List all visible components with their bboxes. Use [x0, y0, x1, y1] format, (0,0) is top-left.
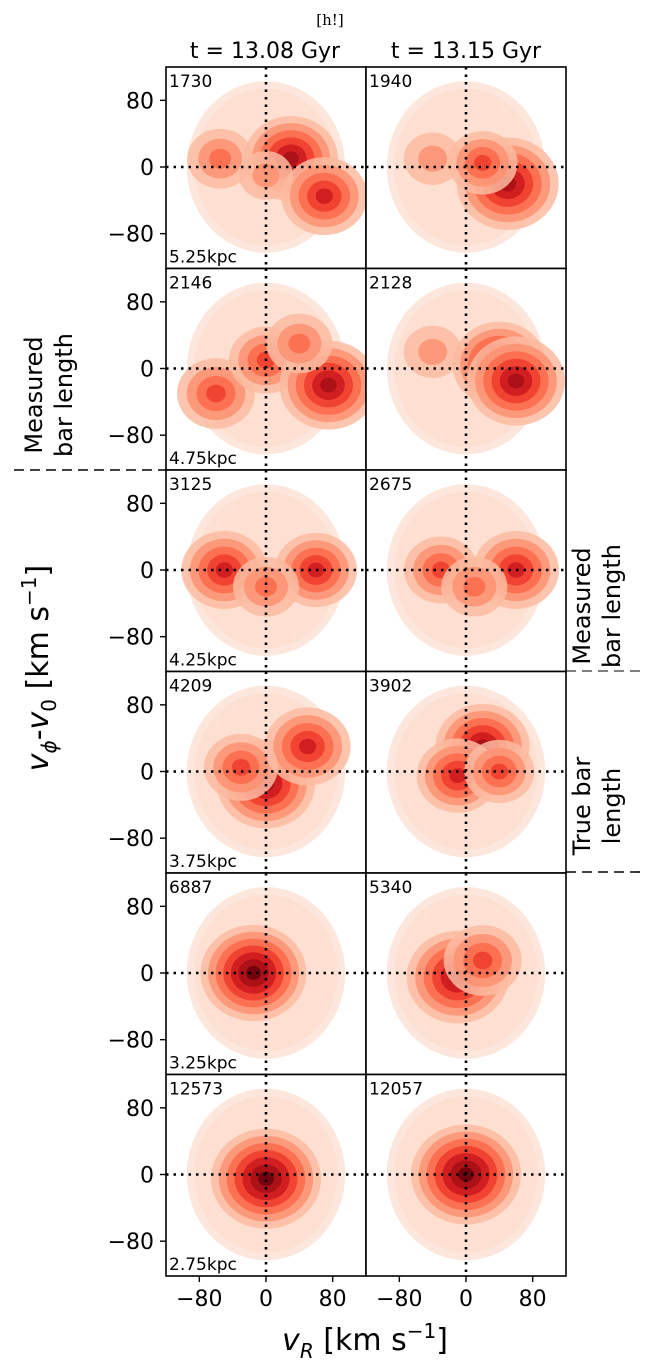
x-tick-label: −80: [176, 1287, 222, 1312]
right-true-annotation: True bar length: [566, 757, 646, 873]
y-tick-label: −80: [108, 424, 154, 449]
panel-r4-c1: [366, 873, 566, 1075]
panel-count: 5340: [369, 878, 412, 898]
y-tick-label: −80: [108, 626, 154, 651]
header-marker: [h!]: [316, 11, 343, 29]
panel-r1-c0: [166, 268, 366, 470]
x-tick-label: 0: [259, 1287, 273, 1312]
y-tick-label: 80: [126, 492, 154, 517]
panel-radius: 5.25kpc: [169, 248, 237, 268]
panel-r0-c0: [166, 67, 366, 269]
panel-r4-c0: [166, 873, 366, 1075]
panel-r5-c1: [366, 1074, 566, 1276]
y-tick-label: −80: [108, 1230, 154, 1255]
panel-r2-c1: [366, 470, 566, 672]
density-contour: [320, 377, 337, 393]
y-tick-label: 80: [126, 1097, 154, 1122]
column-title-2: t = 13.15 Gyr: [391, 39, 542, 64]
density-contour: [206, 384, 226, 403]
panel-count: 3902: [369, 677, 412, 697]
panel-r1-c1: [366, 268, 566, 470]
density-contour: [299, 738, 317, 755]
panel-r3-c1: [366, 671, 566, 873]
x-axis-label: vR [km s−1]: [282, 1319, 448, 1361]
density-contour: [252, 163, 280, 188]
x-tick-label: 80: [519, 1287, 547, 1312]
y-tick-label: 0: [140, 156, 154, 181]
density-contour: [507, 373, 525, 389]
right-true-line-1: True bar: [568, 757, 596, 857]
panel-radius: 2.75kpc: [169, 1255, 237, 1275]
x-tick-label: −80: [376, 1287, 422, 1312]
y-tick-label: −80: [108, 1029, 154, 1054]
panel-count: 12573: [169, 1080, 223, 1100]
y-tick-label: 0: [140, 559, 154, 584]
density-contour: [490, 763, 509, 780]
y-tick-label: 0: [140, 962, 154, 987]
panel-count: 12057: [369, 1080, 423, 1100]
panel-count: 2146: [169, 274, 212, 294]
panel-count: 6887: [169, 878, 212, 898]
density-contour: [231, 758, 251, 776]
density-contour: [255, 576, 277, 597]
panel-count: 2675: [369, 475, 412, 495]
panel-radius: 3.25kpc: [169, 1054, 237, 1074]
right-measured-line-1: Measured: [568, 547, 596, 664]
density-contour: [463, 576, 486, 597]
y-tick-label: 0: [140, 358, 154, 383]
density-contour: [449, 768, 466, 784]
y-tick-label: 0: [140, 761, 154, 786]
right-measured-annotation: Measured bar length: [566, 544, 646, 672]
density-contour: [472, 951, 493, 970]
y-tick-label: 80: [126, 291, 154, 316]
column-title-1: t = 13.08 Gyr: [190, 39, 341, 64]
density-contour: [315, 188, 333, 204]
panel-r3-c0: [166, 671, 366, 873]
density-contour: [215, 562, 233, 578]
density-contour: [258, 1171, 274, 1186]
panel-count: 1730: [169, 72, 212, 92]
density-contour: [418, 338, 448, 365]
density-contour: [245, 966, 262, 980]
y-axis-label: vϕ-v0 [km s−1]: [17, 565, 61, 772]
left-measured-annotation: Measured bar length: [14, 333, 166, 471]
right-measured-line-2: bar length: [598, 544, 626, 668]
left-annotation-line-2: bar length: [50, 333, 78, 457]
panel-count: 2128: [369, 274, 412, 294]
panel-r2-c0: [166, 470, 366, 672]
right-true-line-2: length: [598, 768, 626, 845]
density-contour: [418, 145, 448, 172]
panel-count: 4209: [169, 677, 212, 697]
y-tick-label: −80: [108, 223, 154, 248]
y-tick-label: −80: [108, 827, 154, 852]
left-annotation-line-1: Measured: [20, 336, 48, 453]
density-contour: [209, 148, 232, 169]
panel-radius: 3.75kpc: [169, 852, 237, 872]
panel-r0-c1: [366, 67, 566, 269]
panel-count: 3125: [169, 475, 212, 495]
panel-radius: 4.75kpc: [169, 449, 237, 469]
panel-radius: 4.25kpc: [169, 651, 237, 671]
y-tick-label: 0: [140, 1164, 154, 1189]
density-contour: [473, 154, 492, 171]
y-tick-label: 80: [126, 694, 154, 719]
x-tick-label: 0: [459, 1287, 473, 1312]
panel-grid: 1730 5.25kpc −80 0 80 1940 2146 4.75kpc −80 0 80 21…: [108, 66, 567, 1312]
panel-count: 1940: [369, 72, 412, 92]
y-tick-label: 80: [126, 895, 154, 920]
panel-r5-c0: [166, 1074, 366, 1276]
density-contour: [288, 333, 311, 354]
y-tick-label: 80: [126, 89, 154, 114]
x-tick-label: 80: [319, 1287, 347, 1312]
